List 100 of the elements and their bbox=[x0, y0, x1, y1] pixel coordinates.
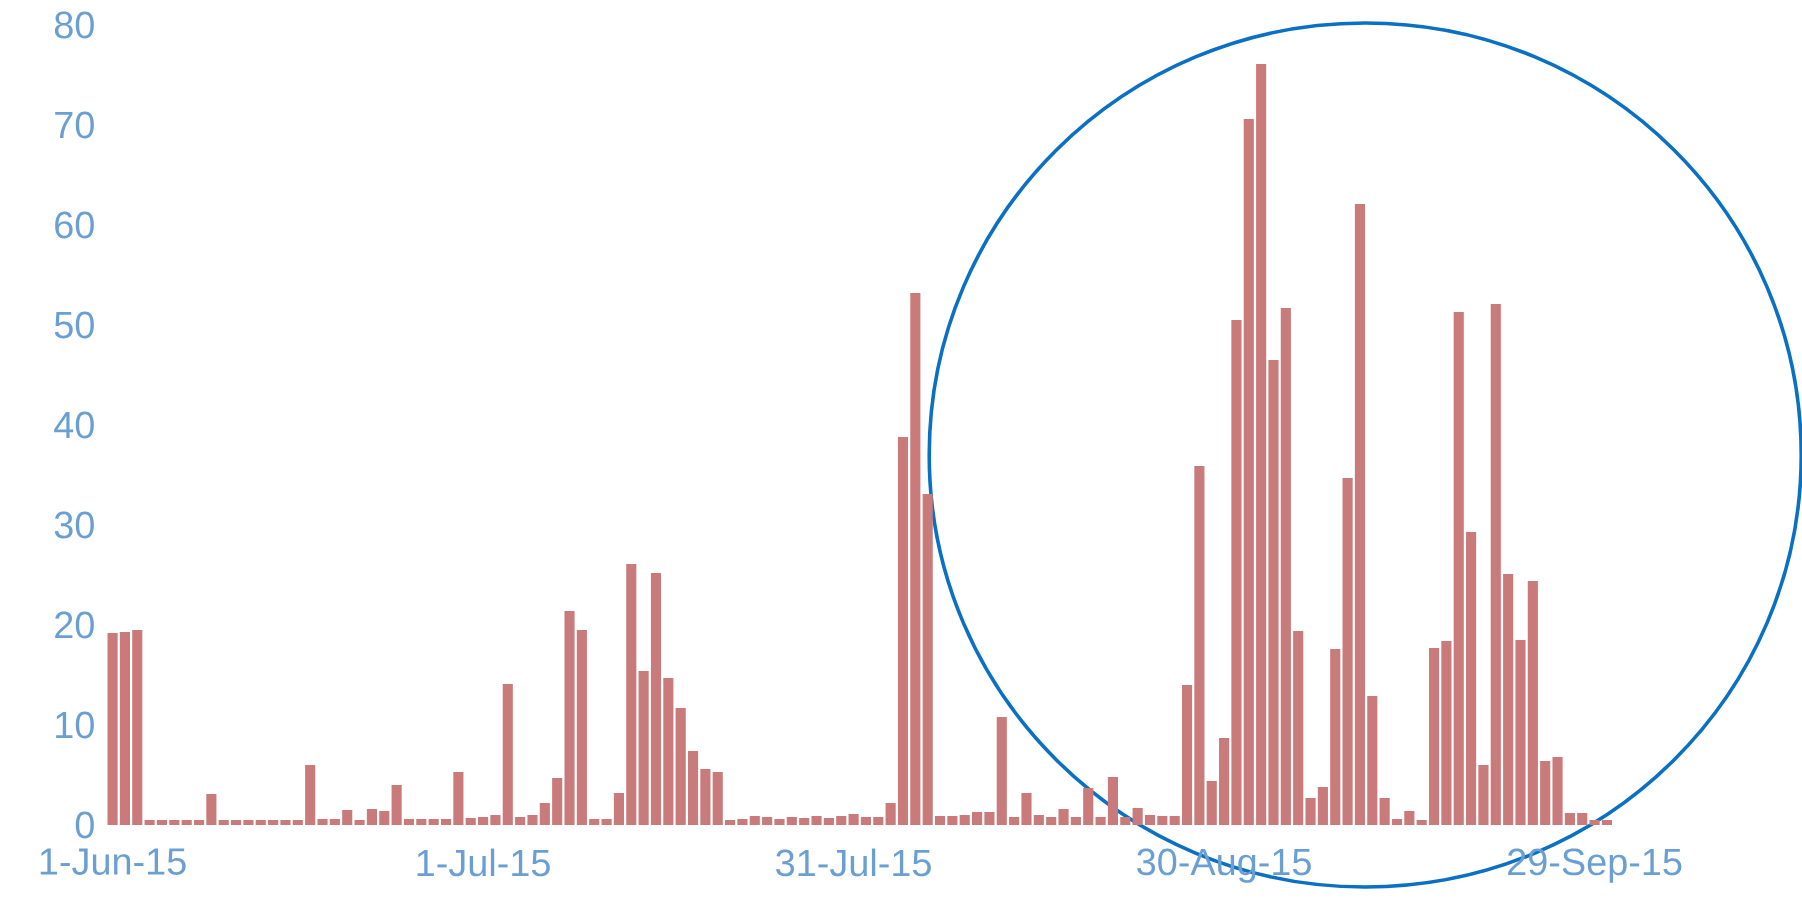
x-tick-label: 1-Jul-15 bbox=[417, 848, 550, 877]
bar bbox=[873, 817, 884, 825]
bar bbox=[626, 564, 637, 825]
bar bbox=[465, 818, 476, 825]
bar bbox=[243, 820, 254, 825]
bar bbox=[268, 820, 279, 825]
bar bbox=[1330, 649, 1341, 825]
bar bbox=[156, 820, 168, 825]
bar bbox=[675, 708, 686, 825]
bar bbox=[181, 820, 192, 825]
bar bbox=[354, 820, 365, 825]
bar bbox=[725, 820, 736, 825]
bar bbox=[1490, 304, 1501, 825]
bar bbox=[836, 816, 847, 825]
bar bbox=[1070, 817, 1081, 825]
bar bbox=[700, 769, 711, 825]
bar bbox=[206, 794, 217, 825]
bar bbox=[453, 772, 464, 825]
bar bbox=[860, 817, 871, 825]
bar bbox=[737, 819, 748, 825]
y-tick-label: 70 bbox=[55, 111, 94, 139]
y-tick-label: 10 bbox=[56, 711, 94, 739]
bar bbox=[786, 817, 797, 825]
bar bbox=[650, 573, 662, 825]
bar bbox=[1515, 640, 1526, 825]
bar bbox=[663, 678, 674, 825]
x-tick-label: 31-Jul-15 bbox=[776, 848, 931, 877]
bar bbox=[1194, 466, 1205, 825]
bar bbox=[1293, 631, 1304, 825]
bar bbox=[996, 717, 1007, 825]
bar bbox=[391, 785, 402, 825]
bar bbox=[144, 820, 155, 825]
bar bbox=[1453, 312, 1464, 825]
bar bbox=[317, 819, 328, 825]
bar bbox=[1058, 809, 1069, 825]
bar bbox=[799, 818, 810, 825]
bar bbox=[366, 809, 377, 825]
bar bbox=[576, 630, 587, 825]
bar bbox=[218, 820, 229, 825]
bar bbox=[1552, 757, 1563, 825]
bar bbox=[329, 819, 340, 825]
bar bbox=[1404, 811, 1415, 825]
y-tick-label: 80 bbox=[54, 11, 94, 39]
bar bbox=[613, 793, 624, 825]
bar bbox=[119, 632, 130, 825]
bar bbox=[1021, 793, 1032, 825]
y-tick-label: 60 bbox=[55, 211, 94, 239]
bar bbox=[885, 803, 896, 825]
bar bbox=[403, 819, 415, 825]
bar bbox=[1144, 815, 1156, 825]
x-tick-label: 1-Jun-15 bbox=[40, 848, 186, 875]
bar bbox=[539, 803, 550, 825]
bar bbox=[1046, 817, 1057, 825]
bar bbox=[478, 817, 489, 825]
bar bbox=[922, 494, 933, 825]
y-tick-label: 50 bbox=[54, 311, 94, 339]
bar bbox=[1601, 820, 1613, 825]
bar bbox=[910, 293, 921, 825]
bar bbox=[1577, 813, 1588, 825]
bar bbox=[1243, 119, 1254, 825]
bar bbox=[1280, 308, 1291, 825]
bar bbox=[1132, 808, 1143, 825]
bar bbox=[231, 820, 242, 825]
bar bbox=[1589, 820, 1600, 825]
bar bbox=[416, 819, 427, 825]
bar bbox=[959, 815, 970, 825]
bar bbox=[490, 815, 501, 825]
bar bbox=[749, 816, 760, 825]
bar bbox=[774, 819, 785, 825]
bar bbox=[897, 437, 909, 825]
bar bbox=[292, 820, 303, 825]
bar bbox=[1009, 817, 1020, 825]
bar bbox=[1342, 478, 1353, 825]
bar bbox=[1083, 788, 1094, 825]
bar bbox=[428, 819, 439, 825]
bar bbox=[1181, 685, 1193, 825]
bar bbox=[552, 778, 563, 825]
bar bbox=[107, 633, 118, 825]
x-tick-label: 29-Sep-15 bbox=[1508, 848, 1682, 883]
bar bbox=[811, 816, 822, 825]
bar bbox=[1033, 815, 1044, 825]
bar bbox=[502, 684, 513, 825]
bar bbox=[1120, 817, 1131, 825]
bar bbox=[589, 819, 600, 825]
bar bbox=[1095, 817, 1106, 825]
y-tick-label: 0 bbox=[75, 811, 94, 839]
bar bbox=[1354, 204, 1365, 825]
bar bbox=[1379, 798, 1390, 825]
bar bbox=[1478, 765, 1489, 825]
bar bbox=[193, 820, 205, 825]
bar bbox=[1256, 64, 1267, 825]
bar bbox=[515, 817, 526, 825]
bar bbox=[280, 820, 291, 825]
bar bbox=[169, 820, 180, 825]
bar bbox=[1391, 819, 1403, 825]
bar bbox=[1416, 820, 1427, 825]
bar bbox=[1466, 532, 1477, 825]
y-tick-label: 20 bbox=[55, 611, 94, 639]
bar bbox=[687, 751, 699, 825]
bar bbox=[1441, 641, 1452, 825]
